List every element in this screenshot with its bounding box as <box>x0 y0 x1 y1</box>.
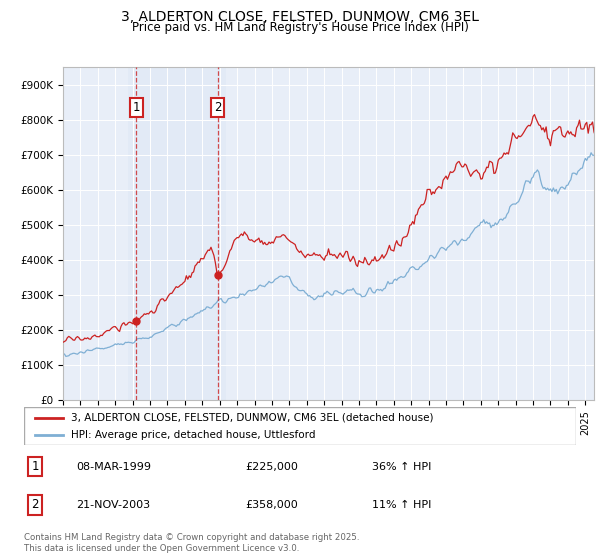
Text: 11% ↑ HPI: 11% ↑ HPI <box>372 500 431 510</box>
Text: Price paid vs. HM Land Registry's House Price Index (HPI): Price paid vs. HM Land Registry's House … <box>131 21 469 34</box>
Text: 2: 2 <box>31 498 39 511</box>
Text: HPI: Average price, detached house, Uttlesford: HPI: Average price, detached house, Uttl… <box>71 430 316 440</box>
Text: 21-NOV-2003: 21-NOV-2003 <box>76 500 151 510</box>
Text: 3, ALDERTON CLOSE, FELSTED, DUNMOW, CM6 3EL: 3, ALDERTON CLOSE, FELSTED, DUNMOW, CM6 … <box>121 10 479 24</box>
Text: 2: 2 <box>214 101 221 114</box>
Text: £358,000: £358,000 <box>245 500 298 510</box>
Text: 08-MAR-1999: 08-MAR-1999 <box>76 461 151 472</box>
Text: 3, ALDERTON CLOSE, FELSTED, DUNMOW, CM6 3EL (detached house): 3, ALDERTON CLOSE, FELSTED, DUNMOW, CM6 … <box>71 413 433 423</box>
Text: Contains HM Land Registry data © Crown copyright and database right 2025.
This d: Contains HM Land Registry data © Crown c… <box>24 533 359 553</box>
Text: £225,000: £225,000 <box>245 461 298 472</box>
Text: 1: 1 <box>31 460 39 473</box>
Bar <box>128 67 226 400</box>
Text: 36% ↑ HPI: 36% ↑ HPI <box>372 461 431 472</box>
Text: 1: 1 <box>133 101 140 114</box>
